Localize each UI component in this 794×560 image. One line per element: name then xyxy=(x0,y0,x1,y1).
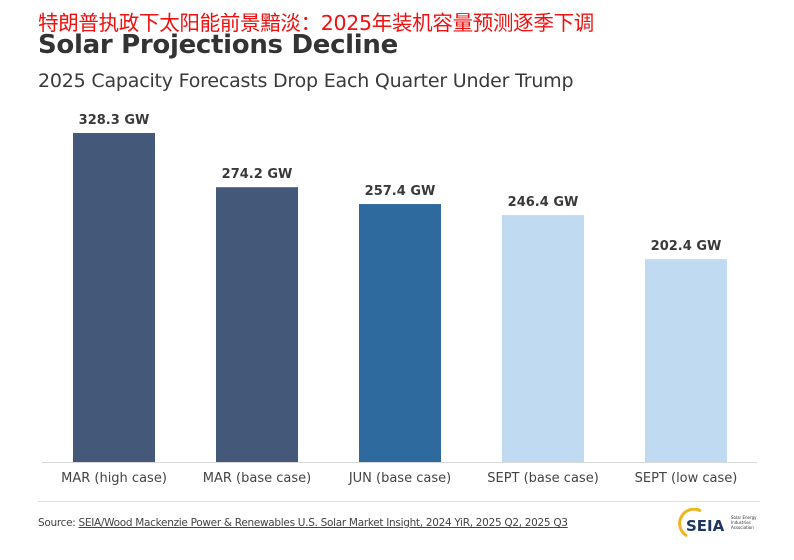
bar xyxy=(73,133,155,462)
bar-chart: 328.3 GW MAR (high case) 274.2 GW MAR (base… xyxy=(42,113,757,486)
chinese-headline: 特朗普执政下太阳能前景黯淡：2025年装机容量预测逐季下调 xyxy=(38,11,594,35)
bar xyxy=(359,204,441,462)
x-tick-label: SEPT (base case) xyxy=(487,471,599,486)
chart-title: Solar Projections Decline xyxy=(38,30,398,60)
data-label: 257.4 GW xyxy=(365,184,436,199)
svg-text:Association: Association xyxy=(731,525,754,530)
seia-logo: SEIA Solar Energy Industries Association xyxy=(678,508,757,538)
x-tick-label: MAR (base case) xyxy=(203,471,311,486)
svg-text:SEIA: SEIA xyxy=(686,517,725,535)
source-link[interactable]: SEIA/Wood Mackenzie Power & Renewables U… xyxy=(78,517,568,529)
source-prefix: Source: xyxy=(38,517,79,529)
source-note: Source: SEIA/Wood Mackenzie Power & Rene… xyxy=(38,517,568,529)
x-tick-label: MAR (high case) xyxy=(61,471,167,486)
x-tick-label: SEPT (low case) xyxy=(635,471,738,486)
bar xyxy=(502,215,584,462)
bar xyxy=(216,187,298,463)
data-label: 202.4 GW xyxy=(651,239,722,254)
data-label: 274.2 GW xyxy=(222,167,293,182)
data-label: 328.3 GW xyxy=(79,113,150,128)
chart-subtitle: 2025 Capacity Forecasts Drop Each Quarte… xyxy=(38,70,574,92)
footer-divider xyxy=(38,501,760,502)
data-label: 246.4 GW xyxy=(508,195,579,210)
svg-text:Industries: Industries xyxy=(731,520,751,525)
svg-text:Solar Energy: Solar Energy xyxy=(731,515,757,520)
x-tick-label: JUN (base case) xyxy=(348,471,451,486)
bar xyxy=(645,259,727,462)
